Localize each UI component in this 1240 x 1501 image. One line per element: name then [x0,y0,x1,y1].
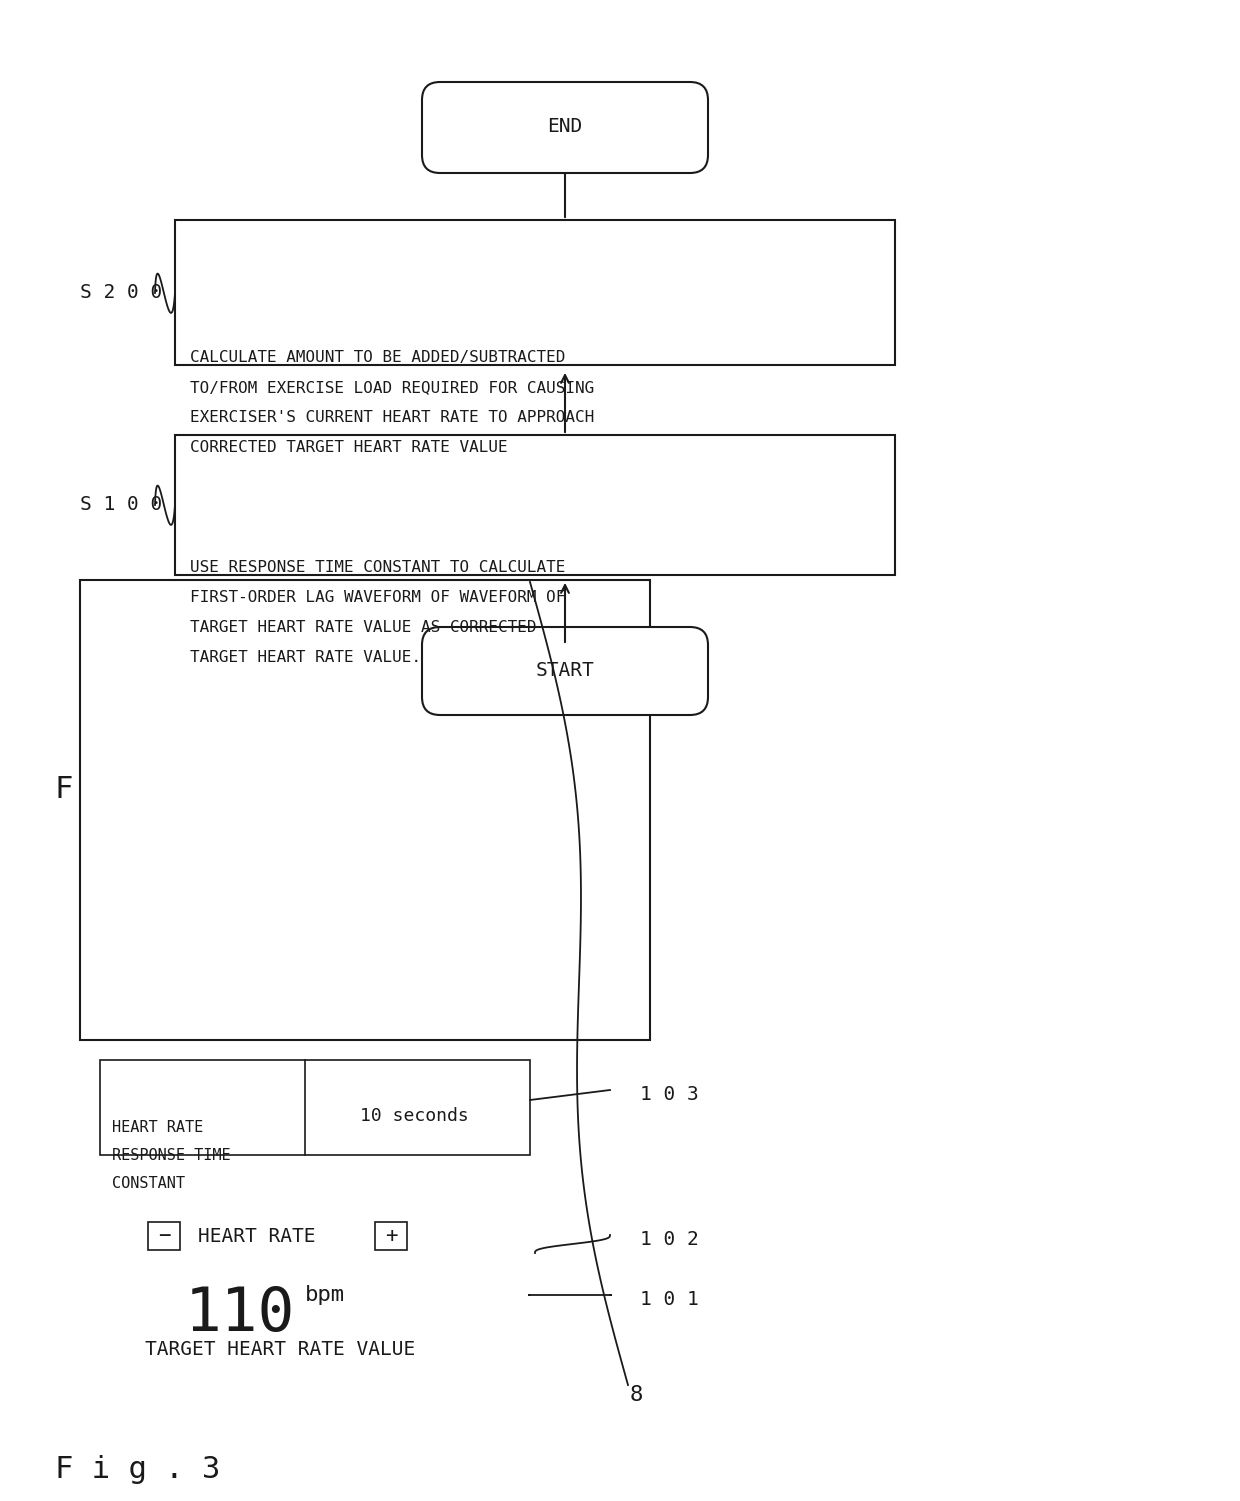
Bar [175,221,895,365]
Text: CALCULATE AMOUNT TO BE ADDED/SUBTRACTED: CALCULATE AMOUNT TO BE ADDED/SUBTRACTED [190,350,565,365]
Text: 10 seconds: 10 seconds [360,1108,469,1126]
Text: TARGET HEART RATE VALUE AS CORRECTED: TARGET HEART RATE VALUE AS CORRECTED [190,620,537,635]
Text: USE RESPONSE TIME CONSTANT TO CALCULATE: USE RESPONSE TIME CONSTANT TO CALCULATE [190,560,565,575]
Text: 1 0 1: 1 0 1 [640,1289,699,1309]
Text: HEART RATE: HEART RATE [198,1226,315,1246]
Text: 1 0 2: 1 0 2 [640,1229,699,1249]
Bar [175,435,895,575]
Text: TARGET HEART RATE VALUE.: TARGET HEART RATE VALUE. [190,650,422,665]
Text: S 2 0 0: S 2 0 0 [81,284,162,303]
Text: 1 0 3: 1 0 3 [640,1085,699,1105]
Text: S 1 0 0: S 1 0 0 [81,495,162,515]
Text: END: END [547,117,583,137]
Text: 8: 8 [630,1385,644,1405]
Text: −: − [157,1226,170,1246]
Text: TARGET HEART RATE VALUE: TARGET HEART RATE VALUE [145,1340,415,1358]
Text: FIRST-ORDER LAG WAVEFORM OF WAVEFORM OF: FIRST-ORDER LAG WAVEFORM OF WAVEFORM OF [190,590,565,605]
Text: START: START [536,662,594,680]
Bar [374,1222,407,1250]
Text: TO/FROM EXERCISE LOAD REQUIRED FOR CAUSING: TO/FROM EXERCISE LOAD REQUIRED FOR CAUSI… [190,380,594,395]
Text: CORRECTED TARGET HEART RATE VALUE: CORRECTED TARGET HEART RATE VALUE [190,440,507,455]
FancyBboxPatch shape [422,83,708,173]
Text: HEART RATE: HEART RATE [112,1120,203,1135]
Text: bpm: bpm [305,1285,345,1304]
Bar [148,1222,180,1250]
Bar [100,1060,529,1154]
Text: 110: 110 [185,1285,295,1343]
Text: RESPONSE TIME: RESPONSE TIME [112,1148,231,1163]
Bar [81,579,650,1040]
Text: CONSTANT: CONSTANT [112,1175,185,1190]
FancyBboxPatch shape [422,627,708,714]
Text: F i g . 3: F i g . 3 [55,1454,221,1484]
Text: EXERCISER'S CURRENT HEART RATE TO APPROACH: EXERCISER'S CURRENT HEART RATE TO APPROA… [190,410,594,425]
Text: +: + [384,1226,397,1246]
Text: F i g . 4: F i g . 4 [55,775,221,805]
